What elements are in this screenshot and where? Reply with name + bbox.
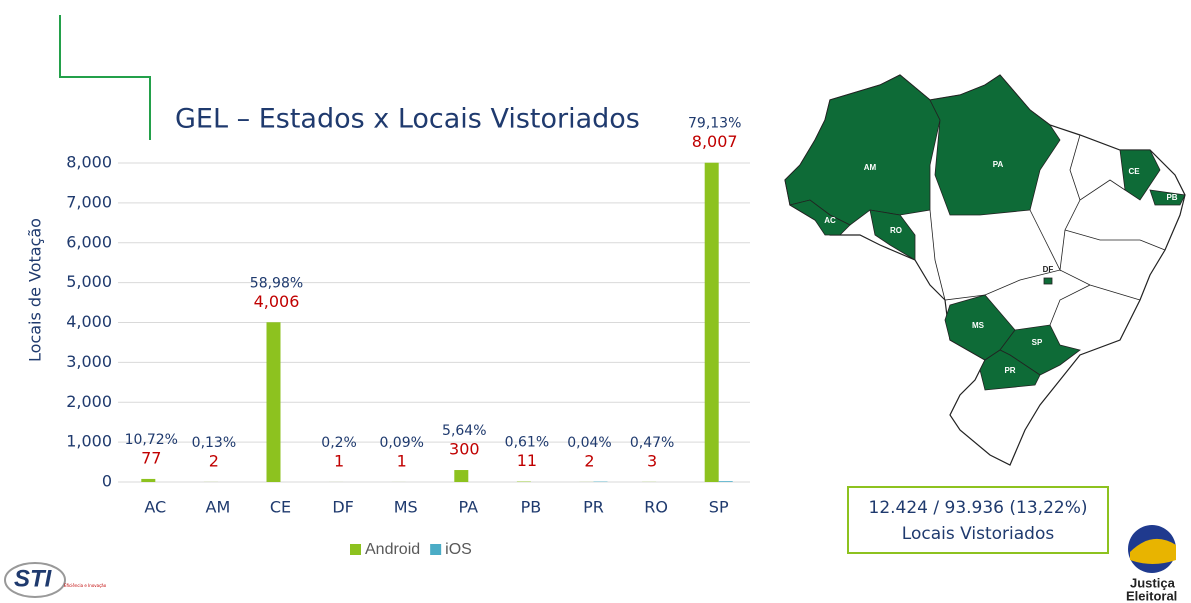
legend-swatch — [350, 544, 361, 555]
percent-label: 0,2% — [321, 435, 357, 451]
y-tick-label: 3,000 — [66, 352, 112, 371]
state-label: MS — [972, 321, 985, 330]
logo-subtext: Eficiência e Inovação — [64, 583, 107, 588]
y-tick-label: 1,000 — [66, 432, 112, 451]
bar — [718, 481, 733, 482]
bar — [141, 478, 156, 482]
percent-label: 0,61% — [505, 435, 549, 451]
highlighted-states — [784, 74, 1186, 391]
data-label: 4,006 — [254, 292, 300, 311]
chart-title: GEL – Estados x Locais Vistoriados — [175, 104, 640, 135]
data-label: 1 — [334, 451, 344, 470]
data-label: 2 — [209, 451, 219, 470]
data-label: 3 — [647, 451, 657, 470]
percent-label: 0,47% — [630, 435, 674, 451]
y-tick-label: 2,000 — [66, 392, 112, 411]
data-label: 1 — [397, 451, 407, 470]
legend-label: iOS — [445, 541, 472, 558]
x-tick-label: CE — [270, 498, 291, 517]
legend-swatch — [430, 544, 442, 555]
x-tick-label: SP — [709, 498, 729, 517]
state-label: RO — [890, 226, 902, 235]
logo-text: Justiça — [1130, 575, 1176, 590]
summary-text: Locais Vistoriados — [902, 524, 1055, 544]
data-label: 300 — [449, 440, 480, 459]
y-tick-label: 0 — [102, 472, 112, 491]
x-tick-label: AM — [206, 498, 231, 517]
state-borders — [929, 134, 1166, 326]
x-tick-label: AC — [144, 498, 166, 517]
percent-label: 0,04% — [567, 435, 611, 451]
x-tick-label: DF — [332, 498, 354, 517]
y-tick-label: 8,000 — [66, 153, 112, 172]
state-label: SP — [1032, 338, 1043, 347]
x-tick-label: PB — [521, 498, 542, 517]
percent-label: 0,13% — [192, 435, 236, 451]
bar — [704, 162, 719, 482]
decor-line — [59, 15, 151, 140]
state-label: AM — [864, 163, 877, 172]
data-label: 77 — [141, 448, 161, 467]
data-label: 11 — [517, 451, 537, 470]
state-label: AC — [824, 216, 836, 225]
logo-ring — [4, 562, 66, 598]
y-tick-label: 5,000 — [66, 272, 112, 291]
summary-text: 12.424 / 93.936 (13,22%) — [869, 498, 1088, 518]
map: AM PA CE PB AC RO DF MS SP PR — [784, 74, 1186, 466]
state-label: PB — [1166, 193, 1177, 202]
y-tick-label: 4,000 — [66, 312, 112, 331]
data-label: 2 — [584, 451, 594, 470]
x-tick-label: PR — [583, 498, 604, 517]
x-tick-label: PA — [459, 498, 479, 517]
bar — [266, 322, 281, 482]
state-label: CE — [1128, 167, 1140, 176]
percent-label: 0,09% — [379, 435, 423, 451]
legend-label: Android — [365, 541, 420, 558]
data-label: 8,007 — [692, 132, 738, 151]
state-label: PA — [993, 160, 1004, 169]
summary-box — [847, 486, 1109, 554]
y-tick-label: 6,000 — [66, 232, 112, 251]
y-axis-label: Locais de Votação — [26, 218, 45, 362]
state-label: DF — [1043, 265, 1054, 274]
percent-label: 5,64% — [442, 423, 486, 439]
logo-text: Eleitoral — [1126, 588, 1177, 603]
x-tick-label: RO — [644, 498, 668, 517]
percent-label: 10,72% — [125, 432, 178, 448]
state-label: PR — [1004, 366, 1015, 375]
logo-band — [1130, 538, 1176, 564]
percent-label: 58,98% — [250, 275, 303, 291]
logo-text: STI — [14, 565, 53, 592]
bar — [454, 470, 469, 482]
x-tick-label: MS — [394, 498, 418, 517]
y-tick-label: 7,000 — [66, 192, 112, 211]
percent-label: 79,13% — [688, 116, 741, 132]
